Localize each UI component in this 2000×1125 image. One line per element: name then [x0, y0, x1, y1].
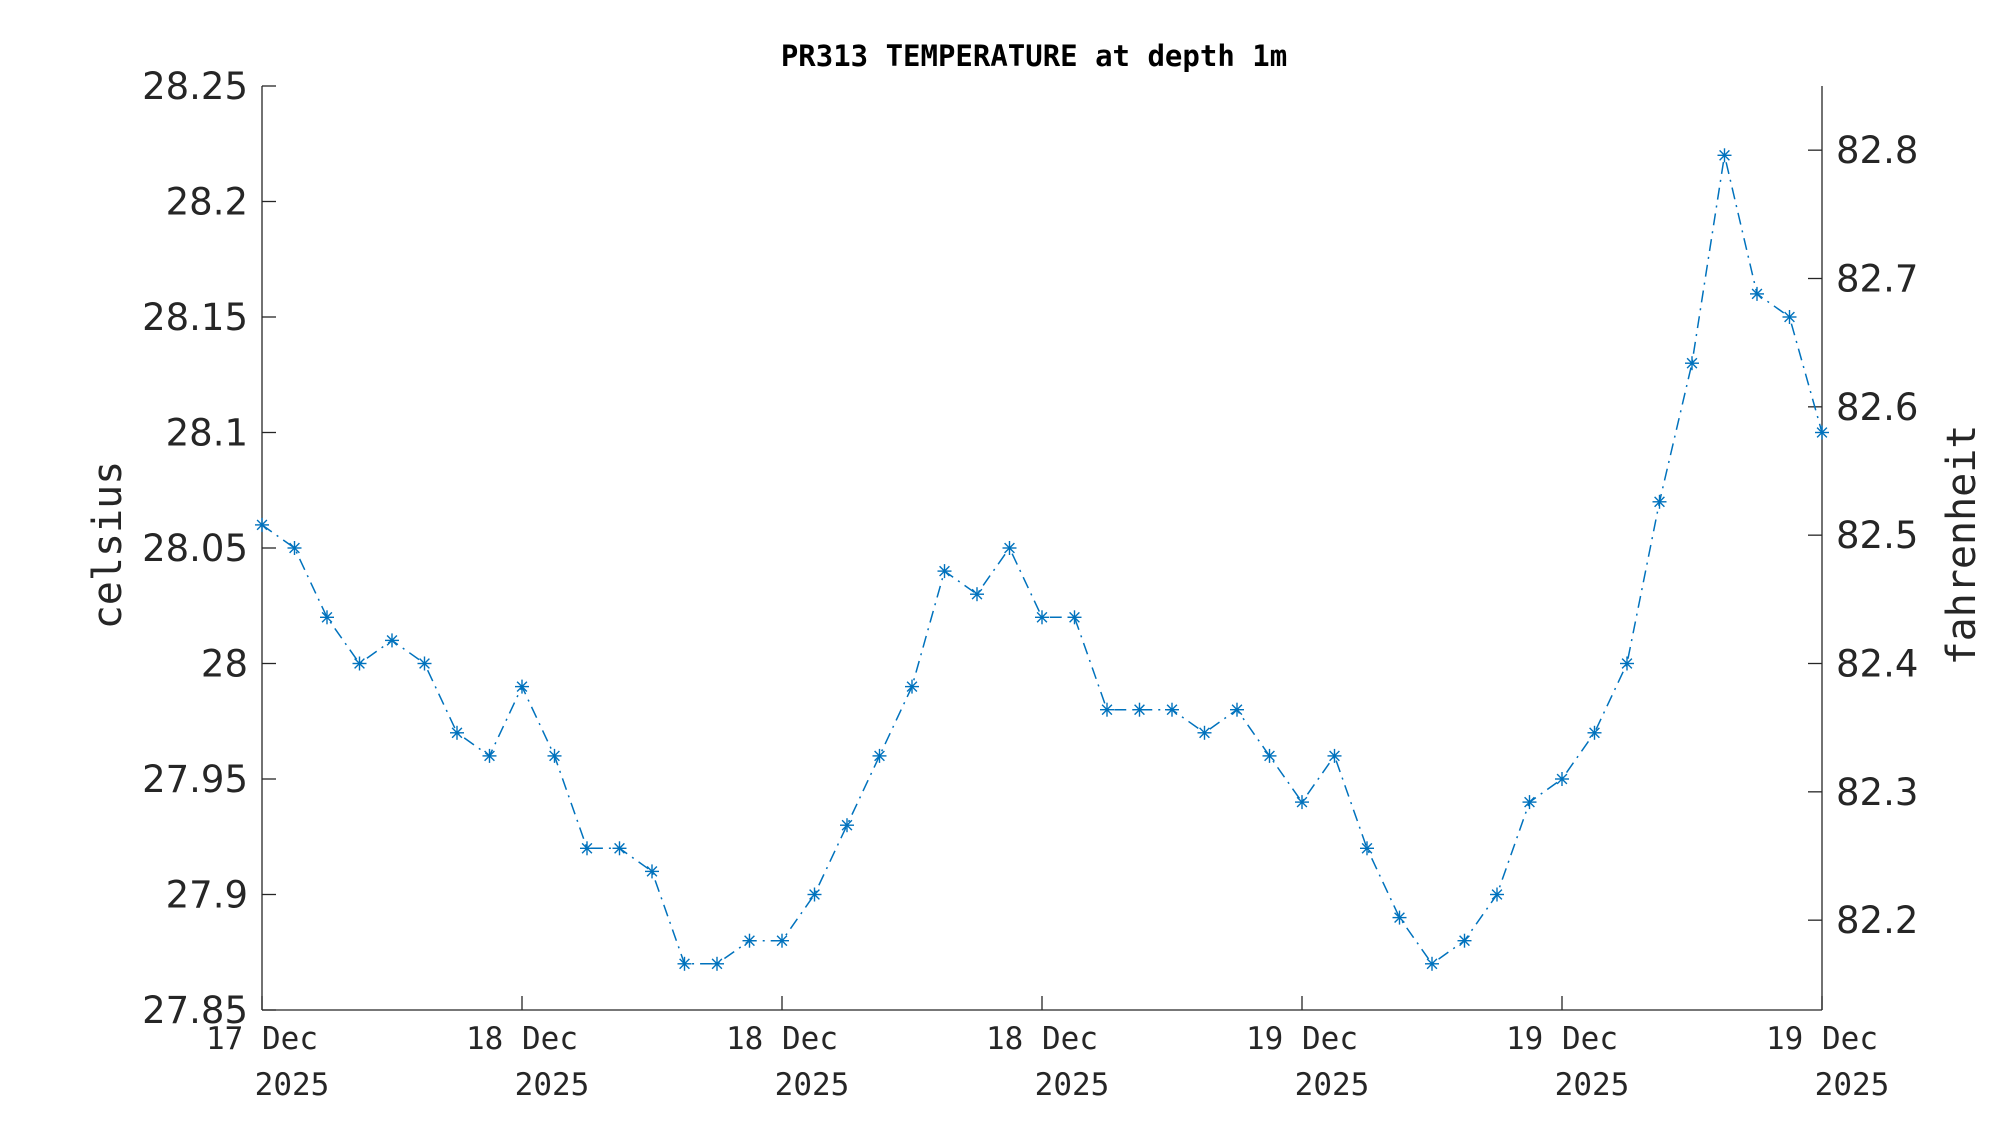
- data-point: [677, 956, 692, 971]
- data-point: [352, 656, 367, 671]
- y-tick-label-left: 28.25: [142, 65, 248, 108]
- data-point: [1197, 725, 1212, 740]
- data-point: [1132, 702, 1147, 717]
- data-point: [807, 887, 822, 902]
- y-tick-label-right: 82.5: [1836, 514, 1918, 557]
- series-temperature: [255, 148, 1829, 971]
- data-point: [482, 748, 497, 763]
- y-tick-label-right: 82.6: [1836, 386, 1918, 429]
- y-tick-label-left: 28.15: [142, 296, 248, 339]
- data-point: [775, 933, 789, 948]
- data-point: [1652, 494, 1667, 509]
- x-tick-label-year: 2025: [1295, 1067, 1370, 1103]
- y-tick-label-right: 82.2: [1836, 899, 1918, 942]
- data-point: [1815, 425, 1829, 440]
- y-tick-label-left: 28.2: [166, 181, 248, 224]
- data-point: [547, 748, 562, 763]
- data-point: [1067, 610, 1082, 625]
- y-tick-label-left: 27.9: [166, 874, 248, 917]
- y-axis-right-label: fahrenheit: [1939, 425, 1985, 666]
- data-point: [645, 864, 659, 879]
- data-point: [1165, 702, 1179, 717]
- x-tick-label-year: 2025: [1035, 1067, 1110, 1103]
- x-axis-ticks: 17 Dec 2025 18 Dec 2025 18 Dec 2025 18 Dec 2025…: [206, 996, 1889, 1103]
- y-tick-label-left: 27.95: [142, 758, 248, 801]
- data-point: [970, 587, 984, 602]
- data-point: [1100, 702, 1114, 717]
- y-axis-right-ticks: 82.8 82.7 82.6 82.5 82.4 82.3 82.2: [1808, 129, 1918, 942]
- x-tick-label-year: 2025: [775, 1067, 850, 1103]
- data-point: [1555, 772, 1569, 786]
- x-tick-label-year: 2025: [515, 1067, 590, 1103]
- y-tick-label-left: 28: [201, 643, 248, 686]
- y-tick-label-right: 82.4: [1836, 643, 1918, 686]
- y-tick-label-right: 82.3: [1836, 771, 1918, 814]
- data-point: [1782, 310, 1797, 324]
- data-point: [1392, 910, 1407, 925]
- data-point: [1327, 748, 1342, 763]
- x-tick-label: 19 Dec: [1506, 1021, 1618, 1057]
- data-point: [385, 633, 399, 648]
- data-point: [1522, 795, 1537, 810]
- data-point: [1295, 795, 1309, 810]
- data-point: [710, 956, 724, 971]
- data-point: [612, 841, 627, 856]
- y-axis-left-label: celsius: [85, 461, 131, 630]
- data-point: [937, 564, 952, 579]
- data-point: [1425, 956, 1439, 971]
- data-point: [1360, 841, 1374, 856]
- x-tick-label-year: 2025: [1815, 1067, 1890, 1103]
- x-tick-label: 19 Dec: [1246, 1021, 1358, 1057]
- data-point: [417, 656, 432, 671]
- chart-title: PR313 TEMPERATURE at depth 1m: [781, 39, 1287, 73]
- series-line: [261, 155, 1823, 965]
- x-tick-label: 17 Dec: [206, 1021, 318, 1057]
- data-point: [1035, 610, 1049, 625]
- data-point: [742, 933, 757, 948]
- data-point: [320, 610, 334, 625]
- data-point: [1230, 702, 1244, 717]
- x-tick-label-year: 2025: [255, 1067, 330, 1103]
- x-tick-label: 19 Dec: [1766, 1021, 1878, 1057]
- y-tick-label-right: 82.8: [1836, 129, 1918, 172]
- x-tick-label: 18 Dec: [986, 1021, 1098, 1057]
- data-point: [255, 517, 269, 532]
- y-tick-label-left: 28.1: [166, 412, 248, 455]
- y-tick-label-left: 28.05: [142, 527, 248, 570]
- data-point: [1685, 356, 1699, 371]
- data-point: [515, 679, 529, 694]
- data-point: [580, 841, 594, 856]
- data-point: [1002, 541, 1017, 555]
- x-tick-label-year: 2025: [1555, 1067, 1630, 1103]
- y-axis-left-ticks: 28.25 28.2 28.15 28.1 28.05 28 27.95 27.9 27.85: [142, 65, 276, 1032]
- data-point: [1457, 933, 1472, 948]
- data-point: [1490, 887, 1504, 902]
- y-tick-label-right: 82.7: [1836, 258, 1918, 301]
- data-point: [905, 679, 919, 694]
- data-point: [1750, 286, 1764, 301]
- axes: [261, 86, 1823, 1011]
- x-tick-label: 18 Dec: [726, 1021, 838, 1057]
- x-tick-label: 18 Dec: [466, 1021, 578, 1057]
- data-point: [450, 725, 464, 740]
- data-point: [1262, 748, 1277, 763]
- data-point: [1717, 148, 1732, 163]
- data-point: [1620, 656, 1634, 671]
- data-point: [872, 748, 887, 763]
- y-tick-label-left: 27.85: [142, 989, 248, 1032]
- data-point: [840, 818, 854, 833]
- data-point: [287, 541, 302, 555]
- data-point: [1587, 725, 1602, 740]
